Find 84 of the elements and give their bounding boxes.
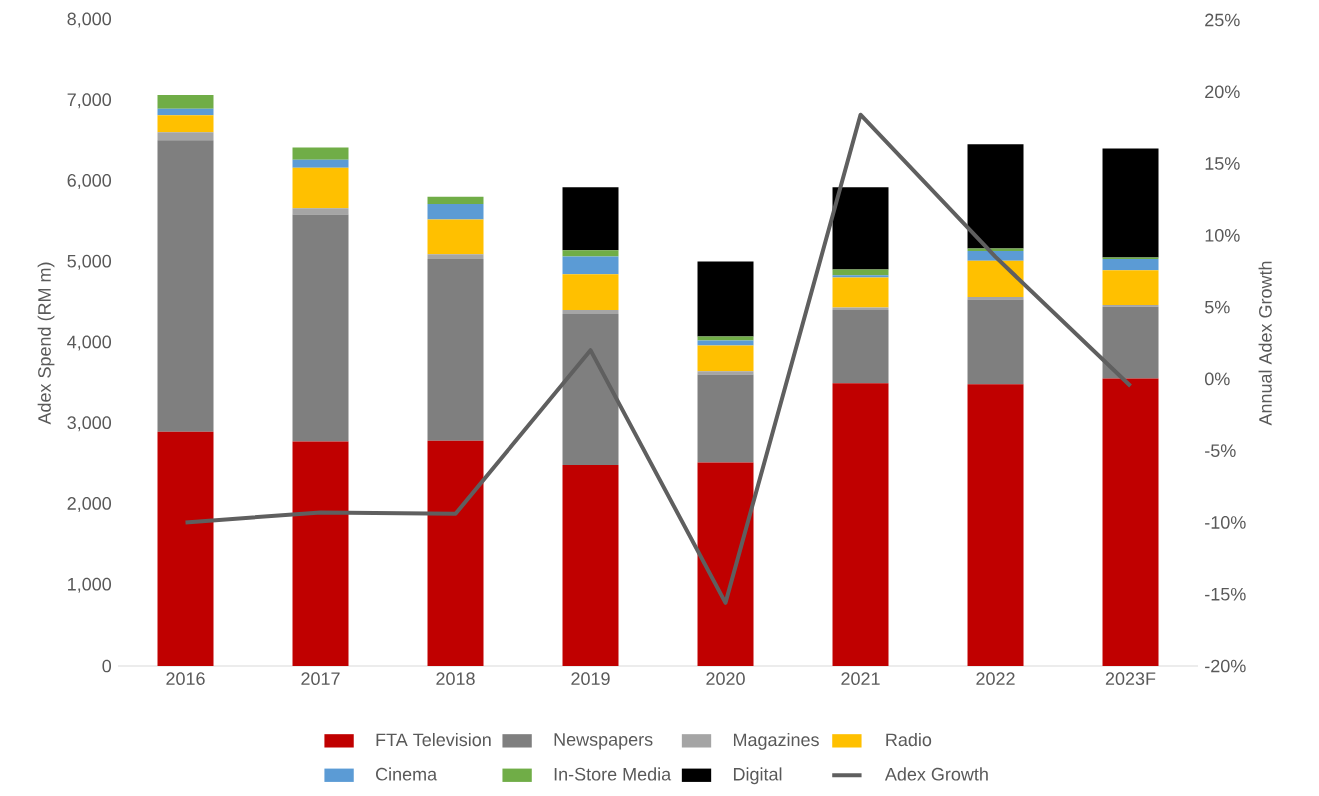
legend-label: Magazines bbox=[733, 732, 819, 750]
y-tick-label: 6,000 bbox=[67, 174, 112, 189]
bar bbox=[292, 159, 349, 168]
bar bbox=[292, 147, 349, 160]
bar bbox=[427, 259, 484, 441]
bar bbox=[157, 108, 214, 116]
x-tick-label: 2020 bbox=[706, 672, 745, 685]
y-tick-label: 0 bbox=[102, 659, 112, 673]
x-tick-label: 2017 bbox=[301, 672, 340, 685]
y-tick-label: 8,000 bbox=[67, 12, 112, 28]
bar bbox=[562, 464, 619, 666]
bar bbox=[832, 187, 889, 270]
y2-axis-title: Annual Adex Growth bbox=[1258, 261, 1272, 426]
y-tick-label: 7,000 bbox=[67, 93, 112, 109]
y-tick-label: 4,000 bbox=[67, 335, 112, 351]
bar bbox=[562, 313, 619, 465]
bar bbox=[292, 441, 349, 666]
bar bbox=[427, 204, 484, 220]
y-tick-label: 1,000 bbox=[68, 577, 112, 593]
bar bbox=[427, 196, 484, 205]
y2-tick-label: 25% bbox=[1205, 13, 1240, 27]
y2-tick-label: 20% bbox=[1205, 85, 1240, 99]
x-tick-label: 2019 bbox=[571, 672, 610, 685]
y2-tick-label: -15% bbox=[1205, 587, 1246, 601]
y2-tick-label: 5% bbox=[1204, 300, 1230, 314]
bar bbox=[697, 462, 754, 666]
x-tick-label: 2018 bbox=[436, 672, 475, 685]
bar bbox=[697, 261, 754, 337]
y2-tick-label: -5% bbox=[1205, 444, 1236, 457]
y-axis-title: Adex Spend (RM m) bbox=[37, 262, 55, 425]
y2-tick-label: 0% bbox=[1204, 372, 1230, 386]
bar bbox=[427, 219, 484, 255]
x-tick-label: 2016 bbox=[166, 672, 205, 685]
bar bbox=[157, 140, 214, 432]
legend-label: Newspapers bbox=[554, 733, 653, 750]
bar bbox=[967, 299, 1024, 385]
x-tick-label: 2021 bbox=[841, 672, 880, 685]
bar bbox=[832, 307, 889, 310]
bar bbox=[967, 384, 1024, 666]
bar bbox=[562, 250, 619, 257]
x-tick-label: 2022 bbox=[976, 672, 1015, 685]
legend-label: Cinema bbox=[376, 767, 438, 781]
y-tick-label: 5,000 bbox=[67, 254, 112, 270]
y2-tick-label: -20% bbox=[1205, 659, 1246, 673]
bar bbox=[832, 275, 889, 278]
bar bbox=[1102, 259, 1159, 271]
bar bbox=[1102, 378, 1159, 666]
bar bbox=[427, 440, 484, 666]
bar bbox=[562, 274, 619, 310]
bar bbox=[562, 187, 619, 251]
line-series bbox=[183, 112, 1133, 605]
y2-tick-label: 15% bbox=[1205, 157, 1240, 170]
bar bbox=[832, 383, 889, 666]
bar bbox=[562, 256, 619, 275]
bar bbox=[967, 260, 1024, 297]
bar bbox=[832, 309, 889, 384]
bar bbox=[1102, 148, 1159, 258]
y2-tick-label: -10% bbox=[1205, 516, 1246, 529]
legend-label: Digital bbox=[733, 767, 782, 785]
legend-label: FTA Television bbox=[376, 732, 491, 747]
bar bbox=[157, 431, 214, 666]
y2-tick-label: 10% bbox=[1205, 228, 1240, 242]
legend-label: In-Store Media bbox=[554, 767, 672, 781]
bar bbox=[697, 374, 754, 463]
bar bbox=[292, 208, 349, 215]
bar bbox=[832, 277, 889, 308]
bar bbox=[697, 345, 754, 372]
bar bbox=[157, 115, 214, 133]
bar bbox=[697, 371, 754, 375]
bar bbox=[697, 336, 754, 341]
bar bbox=[157, 95, 214, 109]
y-tick-label: 3,000 bbox=[67, 416, 112, 432]
y-tick-label: 2,000 bbox=[67, 497, 112, 512]
bar bbox=[292, 167, 349, 209]
legend-label: Radio bbox=[886, 732, 932, 747]
bar bbox=[1102, 306, 1159, 379]
bar bbox=[157, 132, 214, 141]
bar bbox=[1102, 270, 1159, 306]
legend-label: Adex Growth bbox=[884, 767, 988, 781]
x-tick-label: 2023F bbox=[1105, 672, 1156, 685]
bar bbox=[967, 144, 1024, 249]
bar bbox=[562, 309, 619, 314]
bar bbox=[292, 214, 349, 442]
bar bbox=[427, 254, 484, 260]
